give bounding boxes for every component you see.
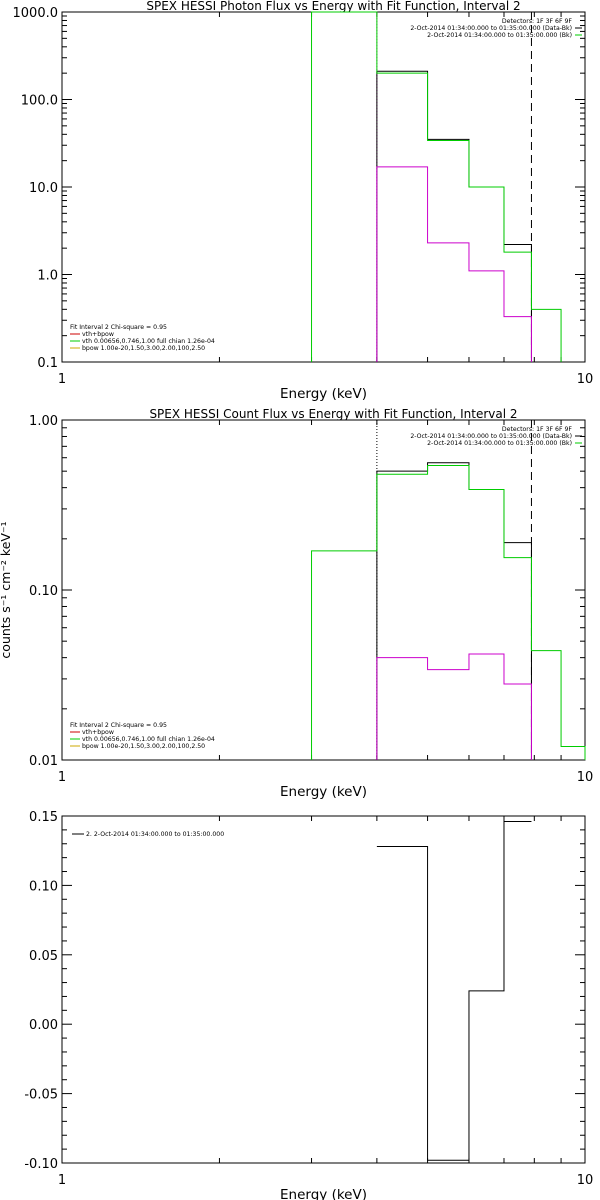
y-tick-label: 0.15: [29, 810, 58, 825]
legend-text: vth 0.00656,0.746,1.00 full chian 1.26e-…: [82, 338, 215, 345]
y-tick-label: 100.0: [21, 94, 58, 109]
y-tick-label: 1000.0: [13, 6, 59, 21]
info-text: Detectors: 1F 3F 6F 9F: [502, 426, 573, 433]
axes-frame: [61, 419, 586, 761]
chart-panel-3: -0.10 -0.05 0.00 0.05 0.10 0.15 1 10 Energy (keV…: [24, 810, 593, 1200]
legend-text: 2. 2-Oct-2014 01:34:00.000 to 01:35:00.0…: [86, 831, 224, 838]
y-tick-label: 1.00: [29, 414, 58, 429]
x-tick-label: 10: [577, 372, 594, 387]
legend-text: Fit Interval 2 Chi-square = 0.95: [70, 722, 167, 729]
legend-text: Fit Interval 2 Chi-square = 0.95: [70, 324, 167, 331]
x-tick-label: 1: [58, 770, 66, 785]
x-axis-label: Energy (keV): [280, 784, 367, 800]
series-1-step-line: [376, 462, 532, 760]
legend-text: vth 0.00656,0.746,1.00 full chian 1.26e-…: [82, 736, 215, 743]
y-tick-label: 0.05: [29, 949, 58, 964]
info-text: 2-Oct-2014 01:34:00.000 to 01:35:00.000 …: [410, 25, 572, 32]
y-tick-label: 0.00: [29, 1018, 58, 1033]
chart-title: SPEX HESSI Count Flux vs Energy with Fit…: [149, 407, 517, 421]
series-3-step-line: [376, 653, 532, 760]
series-2-step-line: [311, 464, 586, 760]
x-tick-label: 10: [577, 1173, 594, 1188]
info-text: 2-Oct-2014 01:34:00.000 to 01:35:00.000 …: [427, 440, 572, 447]
x-axis-label: Energy (keV): [280, 1187, 367, 1200]
chart-panel-2: 0.01 0.10 1.00 1 10 SPEX HESSI Count Flux vs …: [0, 407, 593, 800]
y-tick-label: 0.10: [29, 879, 58, 894]
series-1-step-line: [376, 821, 532, 1161]
y-tick-label: -0.10: [24, 1157, 58, 1172]
x-tick-label: 1: [58, 372, 66, 387]
info-text: Detectors: 1F 3F 6F 9F: [502, 18, 573, 25]
legend-text: vth+bpow: [82, 331, 114, 338]
y-tick-label: -0.05: [24, 1088, 58, 1103]
x-tick-label: 1: [58, 1173, 66, 1188]
legend-text: bpow 1.00e-20,1.50,3.00,2.00,100,2.50: [82, 743, 205, 750]
series-2-step-line: [311, 11, 562, 362]
x-tick-label: 10: [577, 770, 594, 785]
y-tick-label: 10.0: [29, 181, 58, 196]
chart-panel-1: 0.1 1.0 10.0 100.0 1000.0 1 10 SPEX HESSI Photo…: [13, 0, 594, 402]
legend-text: vth+bpow: [82, 729, 114, 736]
y-tick-label: 0.01: [29, 754, 58, 769]
info-text: 2-Oct-2014 01:34:00.000 to 01:35:00.000 …: [427, 32, 572, 39]
y-tick-label: 1.0: [37, 269, 58, 284]
axes-frame: [61, 11, 586, 363]
info-text: 2-Oct-2014 01:34:00.000 to 01:35:00.000 …: [410, 433, 572, 440]
series-3-step-line: [376, 166, 532, 362]
chart-title: SPEX HESSI Photon Flux vs Energy with Fi…: [146, 0, 520, 13]
axes-frame: [61, 815, 586, 1164]
x-axis-label: Energy (keV): [280, 386, 367, 402]
y-axis-label: counts s⁻¹ cm⁻² keV⁻¹: [0, 521, 13, 658]
y-tick-label: 0.10: [29, 584, 58, 599]
y-tick-label: 0.1: [37, 356, 58, 371]
legend-text: bpow 1.00e-20,1.50,3.00,2.00,100,2.50: [82, 345, 205, 352]
series-1-step-line: [376, 70, 532, 362]
